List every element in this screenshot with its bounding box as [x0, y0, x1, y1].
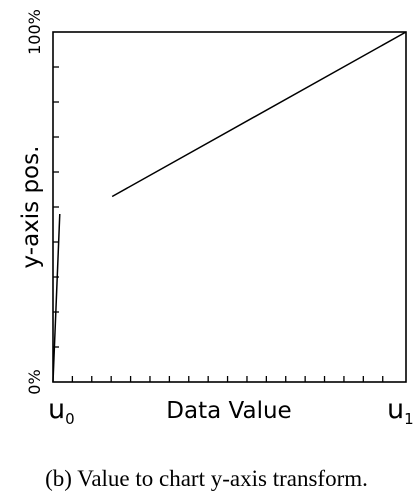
figure-caption: (b) Value to chart y-axis transform.	[45, 466, 368, 491]
series-line-1	[111, 31, 407, 198]
x-range-end-label: u1	[387, 394, 413, 428]
y-axis-label: y-axis pos.	[18, 146, 44, 269]
series-line-0	[52, 213, 61, 383]
series-group	[52, 31, 407, 383]
x-range-start-label: u0	[48, 394, 75, 428]
x-axis-ticks	[71, 376, 384, 382]
x-axis-label: Data Value	[166, 398, 291, 424]
x-range-end-main: u	[387, 394, 404, 425]
chart-svg: 100% 0% y-axis pos. Data Value u0 u1	[18, 9, 413, 428]
plot-frame	[52, 31, 407, 383]
y-tick-label-top: 100%	[25, 9, 44, 55]
y-axis-ticks	[53, 66, 59, 348]
chart: 100% 0% y-axis pos. Data Value u0 u1	[18, 9, 413, 428]
y-tick-label-bottom: 0%	[25, 369, 44, 394]
x-range-start-main: u	[48, 394, 65, 425]
x-range-start-sub: 0	[65, 410, 75, 428]
x-range-end-sub: 1	[404, 410, 413, 428]
